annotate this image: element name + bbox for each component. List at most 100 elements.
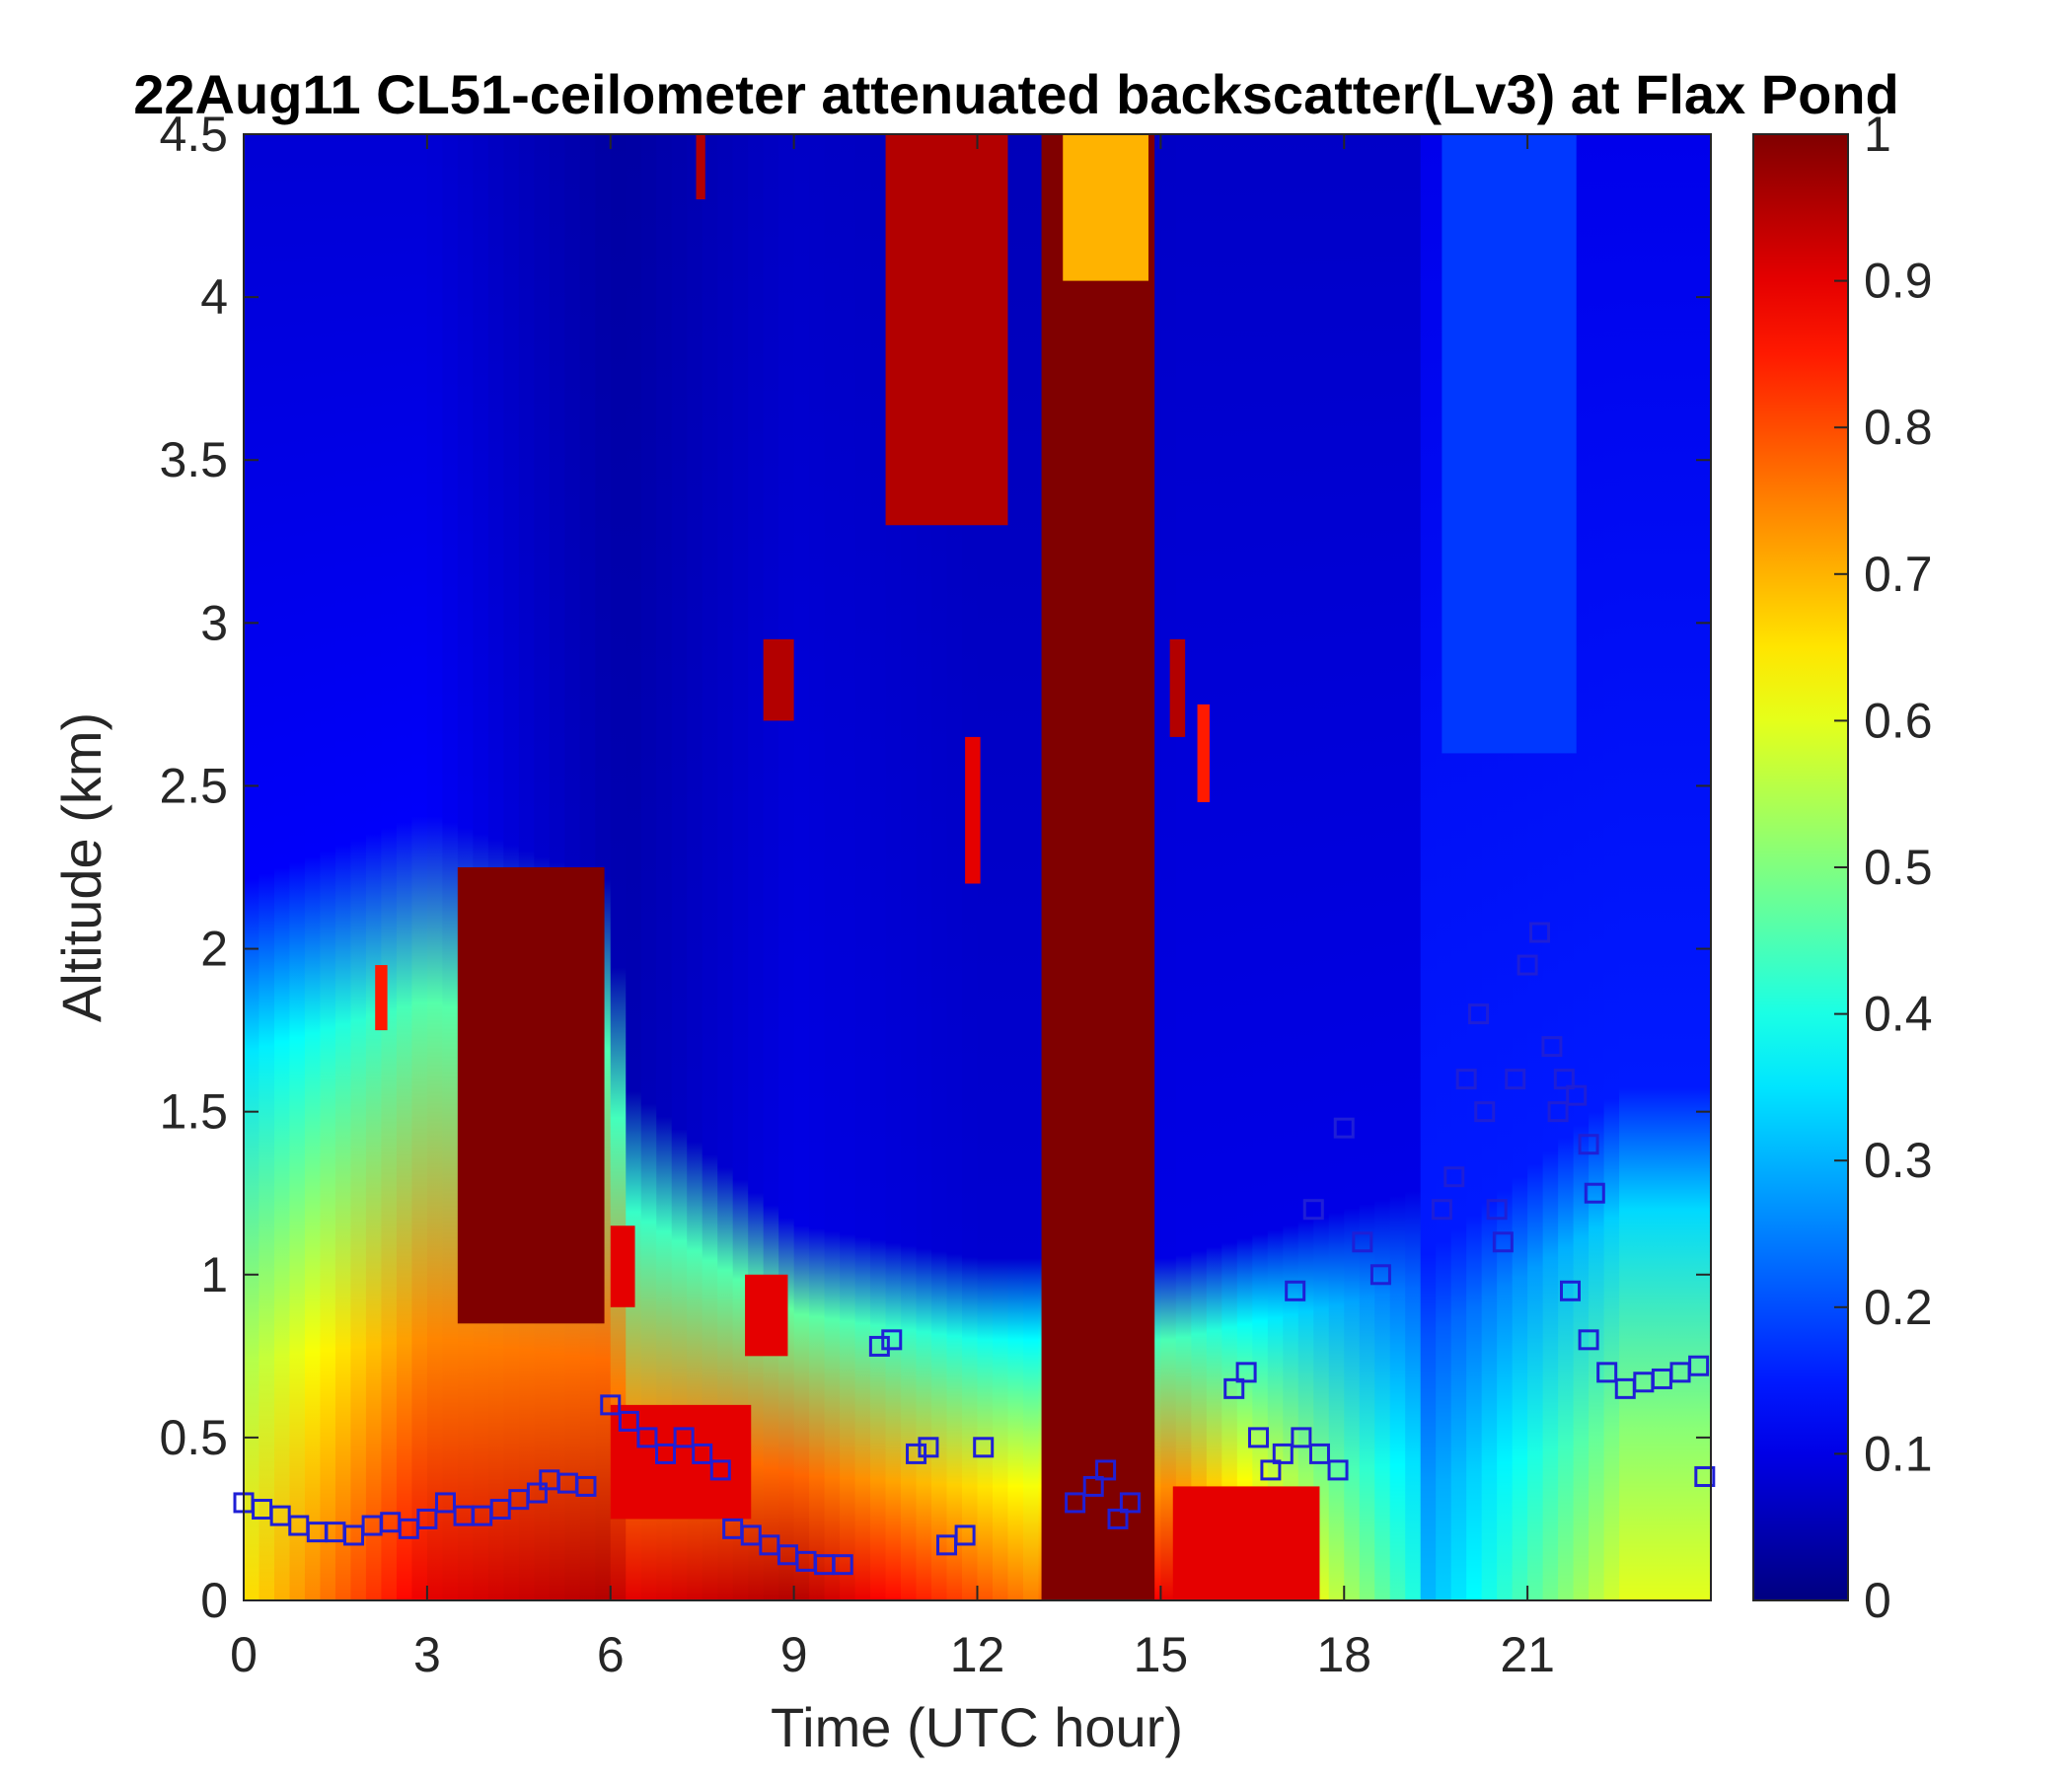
heatmap-column (778, 134, 795, 1600)
cloud-base-marker (434, 1492, 456, 1514)
heatmap-column (702, 134, 718, 1600)
cloud-base-marker (692, 1443, 713, 1464)
heatmap-column (365, 134, 383, 1600)
heatmap-column (1573, 134, 1590, 1600)
cloud-base-marker (1369, 1264, 1391, 1286)
heatmap-column (1589, 134, 1605, 1600)
heatmap-column (1175, 134, 1193, 1600)
cloud-base-marker (1559, 1280, 1581, 1301)
x-tick-label: 0 (230, 1627, 258, 1682)
colorbar: 0 0.1 0.2 0.3 0.4 0.5 0.6 0.7 0.8 0.9 1 (1752, 107, 1933, 1628)
heatmap-column (1007, 134, 1024, 1600)
heatmap-column (1665, 134, 1681, 1600)
y-tick-label: 1.5 (159, 1084, 228, 1140)
cloud-base-marker (673, 1427, 695, 1448)
cloud-base-marker (1492, 1231, 1514, 1253)
heatmap-column (1389, 134, 1407, 1600)
heatmap-column (854, 134, 871, 1600)
x-axis-label: Time (UTC hour) (771, 1696, 1183, 1758)
cloud-base-marker (618, 1410, 639, 1432)
backscatter-feature (885, 134, 1008, 526)
cloud-base-marker (1486, 1199, 1508, 1221)
y-tick-label: 3.5 (159, 432, 228, 487)
cloud-base-marker (575, 1475, 597, 1497)
cloud-base-marker (1584, 1182, 1605, 1204)
colorbar-tick-label: 0.4 (1864, 987, 1933, 1042)
heatmap-column (411, 134, 428, 1600)
heatmap-column (259, 134, 275, 1600)
backscatter-feature (965, 736, 981, 884)
heatmap-column (244, 134, 260, 1600)
backscatter-feature (1172, 1486, 1320, 1600)
cloud-base-marker (1578, 1134, 1599, 1155)
heatmap-column (626, 134, 642, 1600)
heatmap-column (1283, 134, 1299, 1600)
cloud-base-marker (1107, 1508, 1129, 1529)
heatmap-column (1420, 134, 1437, 1600)
cloud-base-marker (1235, 1362, 1257, 1383)
y-axis: 0 0.5 1 1.5 2 2.5 3 3.5 4 4.5 (159, 107, 1711, 1628)
heatmap-column (732, 134, 749, 1600)
cloud-base-marker (973, 1437, 995, 1458)
cloud-base-marker (1285, 1280, 1306, 1301)
heatmap-column (763, 134, 779, 1600)
heatmap-column (304, 134, 322, 1600)
cloud-base-markers (233, 922, 1716, 1576)
heatmap-column (1650, 134, 1666, 1600)
cloud-base-marker (1308, 1443, 1330, 1464)
cloud-base-marker (906, 1443, 927, 1464)
heatmap-column (1359, 134, 1376, 1600)
heatmap-column (1603, 134, 1620, 1600)
cloud-base-marker (1474, 1101, 1496, 1123)
backscatter-feature (1169, 638, 1186, 737)
colorbar-tick-label: 0.9 (1864, 254, 1933, 309)
heatmap-column (640, 134, 658, 1600)
colorbar-gradient (1753, 134, 1848, 1600)
cloud-base-marker (1566, 1084, 1588, 1106)
x-tick-label: 3 (413, 1627, 441, 1682)
backscatter-feature (1041, 134, 1155, 1600)
heatmap-column (381, 134, 398, 1600)
x-tick-label: 9 (780, 1627, 808, 1682)
heatmap-column (1191, 134, 1208, 1600)
heatmap-column (1022, 134, 1040, 1600)
y-tick-label: 2.5 (159, 758, 228, 813)
cloud-base-marker (1688, 1355, 1710, 1376)
heatmap-column (840, 134, 856, 1600)
cloud-base-marker (1541, 1036, 1563, 1058)
heatmap-column (442, 134, 459, 1600)
heatmap-column (809, 134, 826, 1600)
heatmap-column (748, 134, 765, 1600)
colorbar-tick-label: 0.5 (1864, 840, 1933, 895)
cloud-base-marker (1547, 1101, 1569, 1123)
cloud-base-marker (1095, 1459, 1117, 1481)
cloud-base-marker (1596, 1362, 1618, 1383)
backscatter-feature (1063, 134, 1148, 281)
cloud-base-marker (1517, 954, 1538, 976)
colorbar-tick-label: 0.8 (1864, 400, 1933, 455)
cloud-base-marker (636, 1427, 658, 1448)
cloud-base-marker (881, 1329, 903, 1351)
heatmap-column (1634, 134, 1651, 1600)
y-tick-label: 4.5 (159, 107, 228, 162)
x-tick-label: 12 (950, 1627, 1005, 1682)
y-tick-label: 2 (200, 922, 228, 977)
cloud-base-marker (1302, 1199, 1324, 1221)
colorbar-tick-label: 0.3 (1864, 1133, 1933, 1188)
heatmap-column (717, 134, 734, 1600)
cloud-base-marker (918, 1437, 939, 1458)
heatmap-column (1680, 134, 1697, 1600)
y-tick-label: 4 (200, 269, 228, 325)
colorbar-tick-label: 0.1 (1864, 1426, 1933, 1481)
backscatter-feature (696, 134, 705, 200)
heatmap-column (656, 134, 673, 1600)
colorbar-tick-label: 0.7 (1864, 547, 1933, 602)
heatmap-column (1297, 134, 1315, 1600)
cloud-base-marker (1443, 1166, 1465, 1188)
heatmap-column (1344, 134, 1361, 1600)
colorbar-tick-label: 0.2 (1864, 1280, 1933, 1335)
y-tick-label: 0 (200, 1573, 228, 1628)
cloud-base-marker (1223, 1377, 1245, 1399)
cloud-base-marker (1578, 1329, 1599, 1351)
